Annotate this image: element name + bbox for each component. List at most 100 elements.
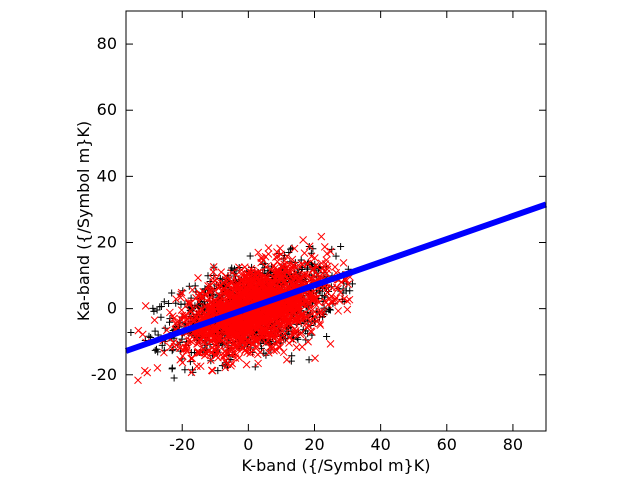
plus-point	[181, 366, 189, 374]
cross-point	[272, 266, 281, 275]
plus-point	[332, 252, 340, 260]
cross-point	[184, 299, 193, 308]
fit-line-layer	[125, 201, 547, 354]
cross-point	[343, 305, 352, 314]
y-tick-label: 60	[97, 100, 117, 119]
cross-point	[326, 340, 335, 348]
plus-point	[150, 307, 158, 315]
cross-point	[153, 364, 162, 372]
cross-point	[292, 343, 301, 352]
cross-point	[331, 263, 339, 271]
cross-point	[289, 336, 297, 344]
cross-point	[307, 252, 316, 261]
cross-point	[182, 340, 191, 349]
cross-point	[273, 257, 282, 266]
plus-point	[172, 299, 180, 307]
plus-point	[170, 374, 178, 382]
cross-point	[311, 354, 319, 363]
cross-point	[262, 262, 271, 271]
cross-point	[206, 337, 215, 346]
cross-point	[207, 366, 216, 375]
cross-point	[317, 259, 326, 268]
cross-point	[224, 294, 233, 302]
cross-point	[285, 333, 294, 342]
cross-point	[222, 359, 231, 368]
cross-point	[141, 302, 150, 310]
cross-point	[254, 359, 262, 368]
y-tick-label: 20	[97, 232, 117, 251]
cross-point	[195, 306, 203, 315]
plus-point	[145, 332, 153, 340]
cross-point	[320, 243, 329, 251]
cross-point	[225, 346, 234, 355]
cross-point	[199, 345, 208, 354]
x-tick-label: 40	[370, 435, 390, 454]
cross-point	[198, 305, 206, 314]
cross-point	[193, 340, 201, 348]
cross-point	[199, 337, 208, 346]
cross-point	[291, 327, 300, 335]
plus-point	[228, 264, 236, 272]
cross-point	[309, 264, 318, 273]
cross-point	[315, 319, 324, 328]
x-tick-label: 0	[243, 435, 253, 454]
cross-point	[177, 290, 186, 299]
plus-point	[188, 366, 196, 374]
cross-point	[140, 366, 149, 375]
cross-point	[186, 331, 195, 340]
y-tick-label: -20	[91, 365, 117, 384]
cross-point	[134, 376, 142, 385]
plus-point	[337, 243, 345, 251]
cross-point	[134, 326, 143, 335]
plus-point	[157, 302, 165, 310]
cross-point	[193, 362, 201, 371]
plus-point	[165, 300, 173, 308]
cross-point	[300, 249, 309, 257]
cross-point	[283, 318, 291, 327]
cross-point	[178, 352, 187, 360]
cross-point	[172, 318, 180, 327]
ticks-layer: -20 0 20 40 60 80 -20 0 20 40 60 80	[91, 11, 546, 454]
cross-point	[276, 343, 284, 352]
cross-point	[290, 244, 299, 253]
cross-point	[178, 358, 187, 367]
cross-point	[195, 298, 203, 306]
cross-point	[207, 286, 215, 295]
cross-point	[324, 300, 332, 309]
cross-point	[176, 293, 185, 302]
cross-point	[178, 311, 187, 320]
cross-point	[304, 337, 312, 346]
cross-point	[323, 249, 331, 258]
cross-point	[188, 354, 197, 363]
plus-point	[168, 365, 176, 373]
plus-point	[246, 252, 254, 260]
cross-point	[305, 322, 313, 331]
cross-point	[185, 336, 194, 344]
cross-point	[194, 274, 202, 282]
x-tick-label: 60	[437, 435, 457, 454]
cross-point	[288, 255, 297, 264]
cross-point	[187, 354, 196, 363]
cross-point	[264, 244, 273, 252]
cross-point	[272, 253, 280, 261]
cross-point	[264, 250, 273, 258]
plus-point	[323, 333, 331, 341]
cross-point	[217, 268, 226, 277]
cross-point	[270, 261, 278, 270]
cross-point	[316, 307, 325, 316]
plus-point	[328, 245, 336, 253]
plus-point	[154, 348, 162, 356]
cross-point	[272, 278, 280, 287]
cross-point	[334, 307, 343, 315]
cross-point	[194, 348, 203, 357]
y-tick-label: 0	[107, 299, 117, 318]
cross-point	[305, 242, 314, 251]
cross-point	[264, 349, 273, 357]
cross-point	[196, 362, 205, 371]
plus-point	[316, 287, 324, 295]
cross-point	[316, 321, 325, 329]
plus-point	[287, 245, 295, 253]
plus-point	[157, 313, 165, 321]
cross-point	[150, 316, 159, 324]
